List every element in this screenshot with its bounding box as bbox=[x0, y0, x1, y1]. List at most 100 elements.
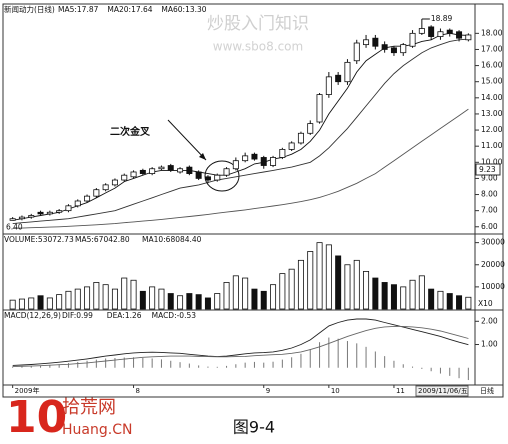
volume-bar bbox=[186, 293, 193, 310]
candle-body bbox=[204, 176, 211, 181]
y-tick-label: 17.00 bbox=[481, 44, 503, 53]
volume-bar bbox=[418, 275, 425, 310]
callout-arrowhead bbox=[199, 153, 206, 160]
x-tick-label: 9 bbox=[266, 387, 270, 395]
low-label: 6.40 bbox=[6, 222, 23, 231]
volume-bar bbox=[307, 251, 314, 310]
volume-bar bbox=[195, 294, 202, 310]
price-tag bbox=[475, 163, 501, 176]
volume-bar bbox=[456, 295, 463, 310]
candle-body bbox=[409, 32, 416, 47]
candle-body bbox=[251, 153, 258, 160]
volume-bar bbox=[363, 270, 370, 310]
candle-body bbox=[297, 132, 304, 144]
candle-body bbox=[363, 39, 370, 46]
cursor-date-box bbox=[415, 385, 469, 397]
macd-title: MACD(12,26,9) bbox=[4, 311, 61, 320]
candle-body bbox=[260, 157, 267, 166]
candle-body bbox=[465, 34, 472, 41]
y-tick-label: 7.00 bbox=[481, 206, 498, 215]
y-tick-label: 6.00 bbox=[481, 222, 498, 231]
ma-line bbox=[12, 38, 469, 225]
price-tag-label: 9.23 bbox=[479, 165, 496, 174]
candle-body bbox=[46, 211, 53, 215]
volume-bar bbox=[251, 288, 258, 310]
candle-body bbox=[344, 61, 351, 83]
volume-bar bbox=[353, 259, 360, 310]
candle-body bbox=[186, 166, 193, 174]
y-tick-label: 14.00 bbox=[481, 93, 503, 102]
candle-body bbox=[428, 26, 435, 37]
callout: 二次金叉 bbox=[110, 125, 151, 138]
candle-body bbox=[149, 168, 156, 174]
volume-bar bbox=[158, 288, 165, 310]
macd-line bbox=[12, 318, 469, 366]
volume-bar bbox=[465, 296, 472, 310]
volume-bar bbox=[390, 284, 397, 310]
volume-bar bbox=[149, 286, 156, 310]
volume-bar bbox=[214, 293, 221, 310]
y-tick-label: 2.00 bbox=[481, 316, 498, 325]
candle-body bbox=[214, 174, 221, 181]
candle-body bbox=[195, 171, 202, 179]
candle-body bbox=[56, 210, 63, 213]
volume-bar bbox=[409, 279, 416, 310]
y-tick-label: 18.00 bbox=[481, 28, 503, 37]
candle-body bbox=[325, 76, 332, 95]
y-tick-label: 15.00 bbox=[481, 77, 503, 86]
volume-bar bbox=[18, 298, 25, 310]
volume-bar bbox=[167, 293, 174, 310]
volume-bar bbox=[9, 299, 16, 310]
legend-entry: DIF:0.99 bbox=[62, 311, 93, 320]
volume-bar bbox=[428, 288, 435, 310]
x-tick-label: 8 bbox=[136, 387, 140, 395]
chart-title: 新闻动力(日线) bbox=[4, 4, 55, 14]
high-label: 18.89 bbox=[431, 14, 453, 23]
volume-bar bbox=[93, 282, 100, 310]
candle-body bbox=[242, 155, 249, 162]
legend-entry: MA5:17.87 bbox=[58, 5, 99, 14]
y-tick-label: 20000 bbox=[481, 260, 505, 269]
candle-body bbox=[9, 218, 16, 221]
logo-url: Huang.CN bbox=[62, 422, 132, 438]
candle-body bbox=[381, 44, 388, 50]
candle-body bbox=[130, 171, 137, 178]
volume-bar bbox=[279, 273, 286, 310]
candle-body bbox=[270, 157, 277, 166]
candle-body bbox=[437, 31, 444, 37]
volume-bar bbox=[84, 286, 91, 310]
volume-bar bbox=[177, 295, 184, 310]
candle-body bbox=[223, 168, 230, 176]
candle-body bbox=[400, 44, 407, 54]
candle-body bbox=[418, 28, 425, 34]
candle-body bbox=[279, 149, 286, 158]
y-tick-label: 13.00 bbox=[481, 109, 503, 118]
candle-body bbox=[372, 37, 379, 47]
volume-bar bbox=[260, 290, 267, 310]
legend-entry: MA10:68084.40 bbox=[142, 235, 202, 244]
volume-bar bbox=[344, 264, 351, 310]
legend-entry: MACD:-0.53 bbox=[152, 311, 197, 320]
volume-bar bbox=[400, 286, 407, 310]
volume-bar bbox=[204, 297, 211, 310]
macd-line bbox=[12, 325, 469, 368]
candle-body bbox=[84, 195, 91, 202]
volume-bar bbox=[65, 290, 72, 310]
volume-bar bbox=[28, 297, 35, 310]
candle-body bbox=[167, 165, 174, 171]
volume-bar bbox=[446, 293, 453, 310]
watermark: 炒股入门知识 bbox=[207, 14, 309, 34]
y-tick-label: 16.00 bbox=[481, 61, 503, 70]
period-label: 日线 bbox=[480, 386, 494, 395]
volume-bar bbox=[121, 277, 128, 310]
y-tick-label: 10.00 bbox=[481, 157, 503, 166]
volume-bar bbox=[102, 284, 109, 310]
y-tick-label: 1.00 bbox=[481, 340, 498, 349]
candle-body bbox=[232, 160, 239, 170]
volume-bar bbox=[242, 277, 249, 310]
candle-body bbox=[18, 216, 25, 220]
volume-bar bbox=[297, 259, 304, 310]
candle-body bbox=[37, 211, 44, 215]
y-tick-label: 8.00 bbox=[481, 190, 498, 199]
